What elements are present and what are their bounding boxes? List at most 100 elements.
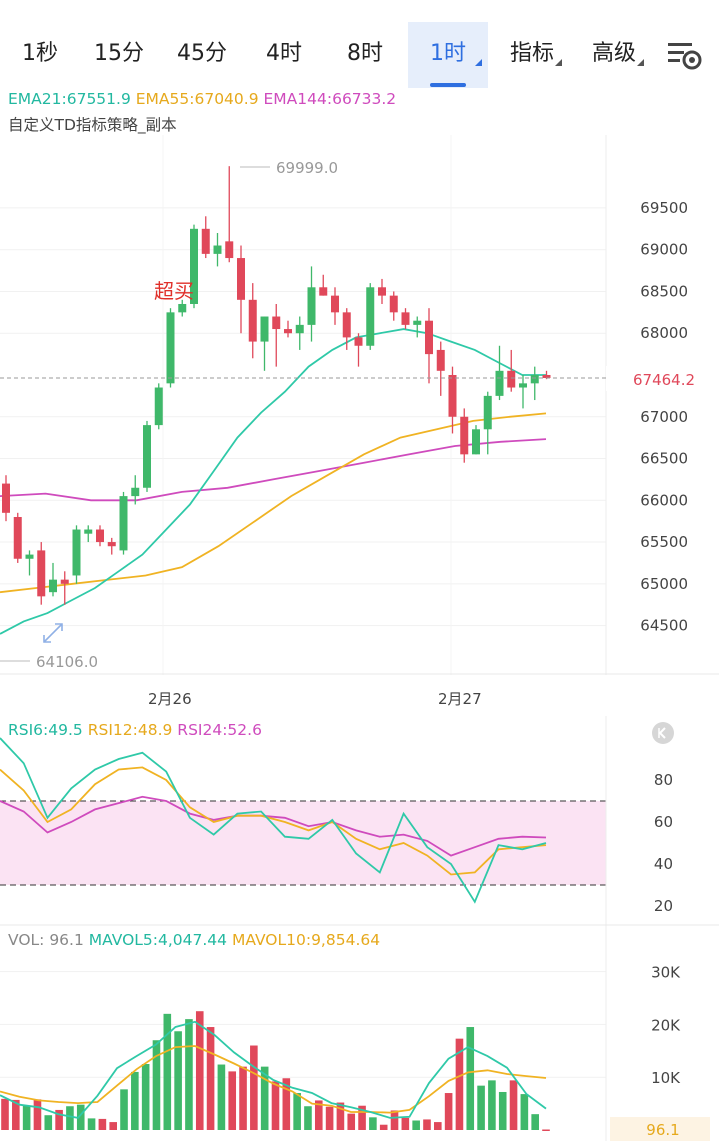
price-axis-label: 68000 — [640, 324, 688, 342]
volume-bar — [185, 1019, 193, 1130]
candle — [178, 299, 187, 317]
volume-bar — [22, 1105, 31, 1130]
current-volume-tag — [610, 1117, 710, 1141]
candle-body — [272, 316, 281, 330]
rsi-chart[interactable]: 80 60 40 20 — [0, 716, 719, 926]
candle-body — [154, 387, 163, 426]
candle — [378, 278, 386, 304]
candle — [201, 216, 210, 259]
candle — [519, 374, 527, 409]
candle — [425, 308, 433, 384]
candle — [225, 166, 234, 263]
volume-bar — [293, 1093, 301, 1130]
tab-label: 4时 — [266, 41, 302, 66]
candle — [413, 316, 422, 338]
price-axis-label: 64500 — [640, 617, 688, 635]
tab-label: 45分 — [177, 41, 227, 66]
candle-body — [166, 312, 175, 384]
expand-arrows-icon[interactable] — [43, 623, 63, 643]
candle — [25, 550, 34, 576]
rsi-legend: RSI6:49.5 RSI12:48.9 RSI24:52.6 — [8, 721, 262, 739]
mavol5-legend: MAVOL5:4,047.44 — [88, 931, 228, 949]
volume-bar — [336, 1102, 345, 1130]
candle-body — [378, 287, 386, 296]
candle — [342, 308, 351, 350]
candle-body — [213, 245, 222, 254]
volume-bar — [55, 1109, 63, 1130]
candle — [507, 349, 516, 392]
candle — [96, 525, 104, 547]
collapse-panel-icon[interactable] — [651, 721, 675, 745]
tab-advanced[interactable]: 高级 — [578, 22, 650, 88]
volume-bar — [531, 1114, 539, 1130]
date-label: 2月27 — [438, 690, 482, 708]
volume-bar — [260, 1066, 269, 1130]
tab-1h[interactable]: 1时 — [408, 22, 488, 88]
low-price-label: 64106.0 — [36, 653, 98, 671]
volume-bar — [87, 1118, 96, 1130]
candle-body — [460, 416, 469, 455]
volume-legend: VOL: 96.1 MAVOL5:4,047.44 MAVOL10:9,854.… — [8, 931, 380, 949]
candle-body — [319, 287, 328, 296]
ema21-legend: EMA21:67551.9 — [8, 90, 131, 108]
candle-body — [401, 312, 410, 325]
volume-bar — [542, 1129, 550, 1131]
ema55-line — [0, 412, 547, 594]
candle-body — [389, 295, 398, 313]
tab-indicators[interactable]: 指标 — [496, 22, 568, 88]
candle — [60, 571, 69, 605]
volume-bar — [520, 1094, 529, 1130]
high-price-label: 69999.0 — [276, 159, 338, 177]
candle-body — [2, 483, 10, 513]
candle-body — [519, 383, 527, 388]
candle — [107, 537, 116, 555]
volume-chart[interactable]: 30K 20K 10K 96.1 — [0, 926, 719, 1141]
rsi6-line — [0, 737, 547, 904]
date-label: 2月26 — [148, 690, 192, 708]
candle-body — [72, 529, 81, 576]
tab-1s[interactable]: 1秒 — [6, 22, 74, 88]
candle — [401, 308, 410, 330]
candlestick-chart[interactable]: 69500 69000 68500 68000 67000 66500 66000 65500… — [0, 135, 719, 675]
candle — [166, 308, 175, 388]
price-axis-label: 65000 — [640, 575, 688, 593]
volume-bar — [239, 1066, 247, 1130]
candle — [143, 420, 151, 492]
candle-body — [413, 320, 422, 325]
mavol5-line — [0, 1020, 547, 1119]
volume-bar — [12, 1099, 20, 1130]
candle-body — [49, 579, 57, 593]
tab-15m[interactable]: 15分 — [82, 22, 156, 88]
candle — [272, 303, 281, 367]
candle — [472, 425, 480, 455]
candle — [190, 224, 198, 309]
tab-8h[interactable]: 8时 — [328, 22, 402, 88]
rsi-axis-label: 40 — [654, 855, 673, 873]
chart-settings-gear-icon[interactable] — [664, 38, 704, 72]
tab-45m[interactable]: 45分 — [164, 22, 240, 88]
candle — [389, 291, 398, 321]
volume-axis-label: 30K — [651, 964, 681, 982]
vol-legend: VOL: 96.1 — [8, 931, 84, 949]
volume-bar — [206, 1027, 215, 1130]
volume-bar — [314, 1100, 323, 1130]
volume-bar — [109, 1122, 117, 1130]
volume-bar — [412, 1120, 420, 1130]
ema21-line — [0, 328, 546, 635]
price-axis-label: 69000 — [640, 241, 688, 259]
candle — [284, 320, 292, 338]
candle — [37, 542, 46, 605]
candle-body — [495, 370, 504, 396]
tab-label: 8时 — [347, 41, 383, 66]
tab-label: 1时 — [430, 41, 466, 66]
volume-bar — [347, 1113, 356, 1130]
candle-body — [248, 299, 257, 342]
tab-4h[interactable]: 4时 — [248, 22, 320, 88]
current-volume-label: 96.1 — [646, 1121, 679, 1139]
candle-body — [507, 370, 516, 388]
candle — [119, 491, 128, 555]
candle — [295, 316, 304, 350]
volume-bar — [217, 1064, 226, 1130]
candle — [483, 391, 492, 455]
volume-bar — [498, 1091, 507, 1130]
